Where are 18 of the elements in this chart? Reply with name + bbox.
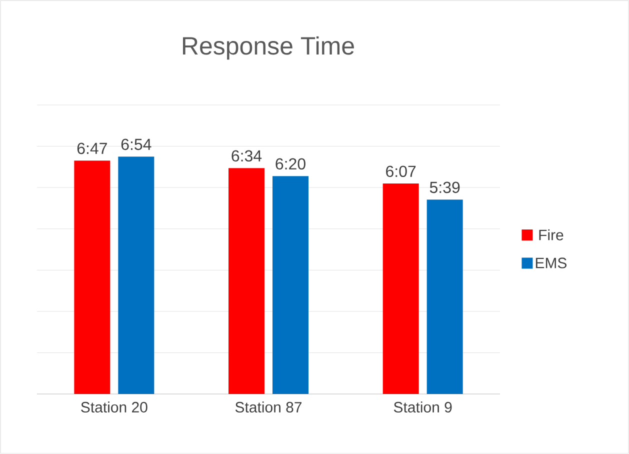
data-label: 6:07 <box>386 166 416 178</box>
data-label: 6:54 <box>121 138 152 150</box>
bar <box>272 176 308 394</box>
x-tick-label: Station 87 <box>235 402 302 413</box>
chart-title: Response Time <box>182 36 354 60</box>
data-label: 5:39 <box>430 182 460 194</box>
data-label: 6:34 <box>232 150 262 162</box>
bar <box>118 156 154 394</box>
legend-label: Fire <box>539 229 564 240</box>
bar <box>382 184 419 394</box>
legend-label: EMS <box>536 258 567 268</box>
bar <box>426 200 463 394</box>
x-tick-label: Station 9 <box>394 402 452 413</box>
data-label: 6:20 <box>276 158 306 170</box>
bar <box>74 160 110 394</box>
x-tick-label: Station 20 <box>81 402 148 413</box>
bar <box>228 168 264 394</box>
data-label: 6:47 <box>77 142 107 154</box>
